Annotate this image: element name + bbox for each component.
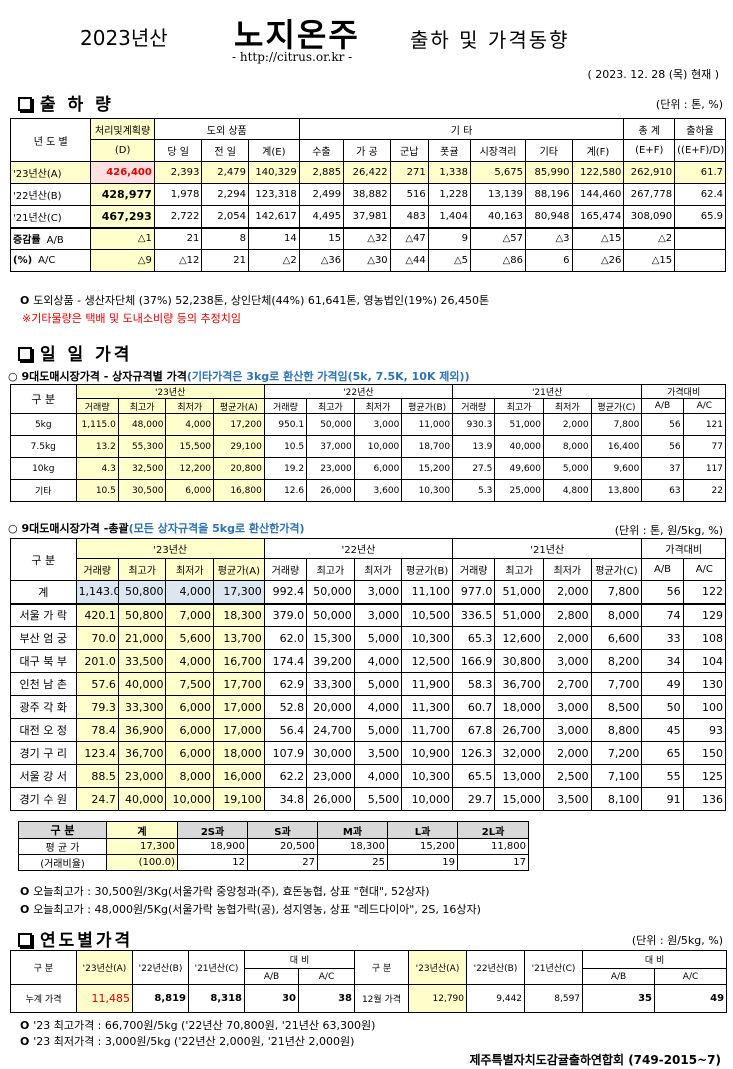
title-url[interactable]: - http://citrus.or.kr - — [232, 50, 353, 64]
report-date: ( 2023. 12. 28 (목) 현재 ) — [587, 68, 720, 81]
section-yearly: 연도별가격 — [18, 926, 133, 951]
table-row: 대전 오 정 78.4 36,900 6,000 17,000 56.4 24,700 5,0… — [10, 718, 727, 742]
table-row: 10kg 4.3 32,500 12,200 20,800 19.2 23,000 6,000… — [10, 457, 727, 480]
table-row: 경기 수 원 24.7 40,000 10,000 19,100 34.8 26,000 5,… — [10, 787, 727, 811]
table-row: 광주 각 화 79.3 33,300 6,000 17,000 52.8 20,000 4,0… — [10, 695, 727, 719]
table-row: '21년산(C) 467,293 2,722 2,054 142,617 4,495 37,… — [9, 205, 726, 228]
checkbox-icon — [18, 97, 32, 111]
ship-unit: (단위 : 톤, %) — [655, 98, 723, 111]
checkbox-icon — [18, 347, 32, 361]
table-row: '22년산(B) 428,977 1,978 2,294 123,318 2,499 38,… — [9, 183, 726, 206]
title-name: 노지온주 — [234, 16, 360, 54]
footer-org: 제주특별자치도감귤출하연합회 (749-2015~7) — [469, 1053, 721, 1067]
table-row: '23년산(A) 426,400 2,393 2,479 140,329 2,885 26,… — [9, 161, 726, 184]
table-row: 부산 엄 궁 70.0 21,000 5,600 13,700 62.0 15,300 5,0… — [10, 626, 727, 650]
title-rest: 출하 및 가격동향 — [410, 28, 570, 52]
section-daily: 일 일 가격 — [18, 340, 132, 365]
table-row: 서울 강 서 88.5 23,000 8,000 16,000 62.2 23,000 4,0… — [10, 764, 727, 788]
table-row: 계 1,143.0 50,800 4,000 17,300 992.4 50,000 3,00… — [10, 580, 727, 604]
title-year: 2023년산 — [80, 26, 168, 50]
daily-size-table: 구 분 '23년산 '22년산 '21년산 가격대비 거래량 최고가 최저가 평균가(A) 거래… — [10, 384, 727, 502]
table-row: 기타 10.5 30,500 6,000 16,800 12.6 26,000 3,600 10… — [10, 479, 727, 502]
table-row: (%) A/C △9 △12 21 △2 △36 △30 △44 △5 △86 6 △26 △15 — [9, 249, 726, 272]
table-row: 증감률 A/B △1 21 8 14 15 △32 △47 9 △57 △3 △15 △2 — [9, 226, 726, 250]
ship-note-2: ※기타물량은 택배 및 도내소비량 등의 추정치임 — [22, 312, 241, 325]
checkbox-icon — [18, 933, 32, 947]
daily-table1-title: ○ 9대도매시장가격 - 상자규격별 가격(기타가격은 3kg로 환산한 가격임… — [8, 370, 470, 383]
ship-note-1: O 도외상품 - 생산자단체 (37%) 52,238톤, 상인단체(44%) … — [20, 294, 490, 307]
table-row: 5kg 1,115.0 48,000 4,000 17,200 950.1 50,000 3,… — [10, 413, 727, 436]
table-row: 인천 남 촌 57.6 40,000 7,500 17,700 62.9 33,300 5,0… — [10, 672, 727, 696]
yearly-note-2: O '23 최저가격 : 3,000원/5kg ('22년산 2,000원, '… — [20, 1035, 355, 1048]
table-row: 대구 북 부 201.0 33,500 4,000 16,700 174.4 39,200 4… — [10, 649, 727, 673]
daily-table2-title: ○ 9대도매시장가격 -총괄(모든 상자규격을 5kg로 환산한가격) — [8, 522, 305, 535]
table-row: 서울 가 락 420.1 50,800 7,000 18,300 379.0 50,000 3… — [10, 602, 727, 627]
today-max-2: O 오늘최고가 : 48,000원/5Kg(서울가락 농협가락(공), 성지영농… — [20, 903, 481, 916]
yearly-note-1: O '23 최고가격 : 66,700원/5kg ('22년산 70,800원,… — [20, 1019, 376, 1032]
daily-total-table: 구 분 '23년산 '22년산 '21년산 가격대비 거래량 최고가 최저가 평균가(A) 거래… — [10, 538, 727, 811]
table-row: 7.5kg 13.2 55,300 15,500 29,100 10.5 37,000 10,… — [10, 435, 727, 458]
yearly-unit: (단위 : 원/5kg, %) — [631, 934, 723, 947]
daily-unit: (단위 : 톤, 원/5kg, %) — [614, 524, 723, 537]
grade-price-table: 구 분 계 2S과 S과 M과 L과 2L과 평 균 가 17,300 18,900 20,500… — [18, 821, 529, 871]
table-row: 경기 구 리 123.4 36,700 6,000 18,000 107.9 30,000 3… — [10, 741, 727, 765]
today-max-1: O 오늘최고가 : 30,500원/3Kg(서울가락 중앙청과(주), 효돈농협… — [20, 885, 430, 898]
section-shipment: 출 하 량 — [18, 90, 114, 115]
